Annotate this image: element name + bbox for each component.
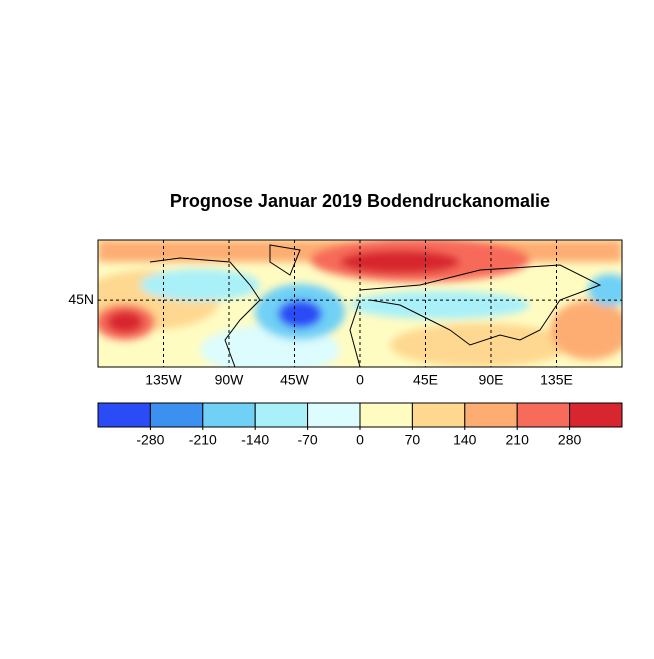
colorbar-box [149,402,204,428]
x-tick-label: 45E [413,372,438,388]
colorbar-label: 280 [558,432,582,448]
colorbar-label: 140 [453,432,477,448]
x-tick-label: 135E [540,372,573,388]
colorbar-box [254,402,309,428]
colorbar-label: -210 [189,432,217,448]
anomaly-field [98,240,622,367]
colorbar-label: 210 [506,432,530,448]
colorbar-box [411,402,466,428]
x-tick-label: 45W [280,372,310,388]
colorbar-box [97,402,151,428]
colorbar-label: -280 [136,432,164,448]
colorbar-box [464,402,518,428]
y-tick-label: 45N [68,291,94,307]
colorbar-box [359,402,413,428]
colorbar-box [307,402,361,428]
x-tick-label: 90E [479,372,504,388]
colorbar-label: -70 [297,432,317,448]
colorbar-label: -140 [241,432,269,448]
x-tick-label: 0 [356,372,364,388]
colorbar-box [202,402,256,428]
colorbar-box [516,402,571,428]
colorbar-label: 70 [405,432,421,448]
colorbar-label: 0 [356,432,364,448]
title: Prognose Januar 2019 Bodendruckanomalie [170,191,550,211]
colorbar-box [569,402,623,428]
x-tick-label: 135W [145,372,182,388]
x-tick-label: 90W [215,372,245,388]
